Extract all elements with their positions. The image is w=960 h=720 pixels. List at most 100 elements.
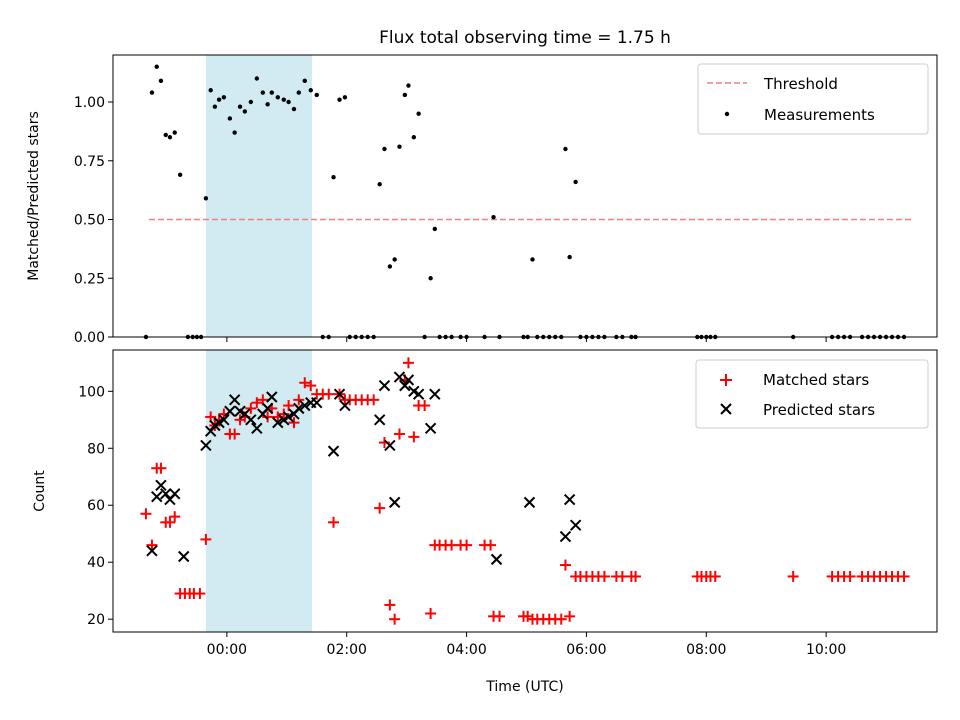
measurement-point [302, 78, 307, 84]
measurement-point [296, 90, 301, 95]
measurement-point [248, 99, 254, 105]
measurement-point [154, 64, 159, 69]
predicted-star-point [339, 399, 351, 412]
predicted-star-point [160, 488, 172, 500]
matched-star-point [278, 408, 290, 420]
measurement-point [387, 264, 393, 269]
bot-x-tick-label: 04:00 [446, 642, 486, 658]
matched-star-point [555, 613, 567, 625]
bottom-axes-frame [112, 349, 938, 633]
measurement-point [308, 88, 313, 93]
measurement-point [167, 135, 173, 140]
predicted-star-point [251, 422, 263, 435]
measurement-point [416, 111, 421, 116]
matched-star-point [299, 377, 311, 389]
measurement-point [254, 76, 260, 81]
bot-x-tick-label: 06:00 [566, 642, 606, 658]
predicted-star-point [569, 519, 582, 531]
matched-star-point [384, 599, 396, 611]
measurement-point [203, 196, 209, 201]
matched-star-point [368, 394, 380, 406]
measurement-point [237, 104, 243, 109]
figure-title: Flux total observing time = 1.75 h [379, 28, 671, 48]
measurement-point [242, 109, 248, 114]
bot-x-tick-label: 08:00 [686, 642, 726, 658]
measurement-point [177, 172, 183, 178]
predicted-legend-marker [720, 403, 732, 415]
top-y-ticks: 0.00 0.25 0.50 0.75 1.00 [74, 95, 113, 346]
bot-y-tick-label: 100 [78, 384, 105, 400]
top-y-tick-label: 1.00 [74, 95, 105, 111]
matched-star-point [402, 357, 414, 369]
bottom-y-axis-label: Count [32, 470, 48, 512]
predicted-star-point [402, 374, 415, 386]
measurement-point [216, 97, 222, 102]
matched-star-point [164, 516, 176, 528]
matched-star-point [146, 539, 158, 551]
measurement-point [260, 90, 266, 95]
matched-star-point [169, 511, 181, 523]
matched-star-point [200, 533, 212, 545]
predicted-star-point [204, 425, 217, 437]
predicted-star-point [299, 399, 311, 412]
matched-star-point [419, 400, 431, 412]
predicted-star-point [412, 388, 425, 400]
predicted-star-point [311, 396, 323, 409]
predicted-star-point [384, 439, 396, 452]
bottom-predicted-layer [146, 371, 582, 566]
matched-star-point [630, 570, 642, 582]
matched-star-point [393, 428, 405, 440]
bottom-legend-box [695, 359, 929, 429]
matched-star-point [425, 607, 437, 619]
predicted-star-point [559, 530, 572, 543]
measurement-point [331, 175, 336, 180]
predicted-star-point [218, 414, 230, 426]
matched-star-point [288, 417, 300, 429]
matched-star-point [408, 431, 420, 443]
measurement-point [221, 95, 227, 100]
bottom-y-ticks: 20 40 60 80 100 [78, 384, 113, 628]
predicted-star-point [327, 445, 340, 457]
predicted-star-point [224, 405, 236, 417]
matched-star-point [194, 588, 206, 600]
bottom-shade-layer [205, 350, 312, 632]
bot-y-tick-label: 40 [87, 555, 105, 571]
measurement-point [149, 90, 155, 95]
predicted-star-point [424, 422, 437, 435]
matched-star-point [229, 428, 241, 440]
matched-star-point [709, 570, 721, 582]
measurement-point [573, 179, 578, 185]
predicted-legend-label: Predicted stars [763, 401, 875, 419]
measurement-point [275, 95, 280, 100]
predicted-star-point [378, 379, 391, 392]
measurement-point [411, 135, 417, 140]
predicted-star-point [293, 402, 305, 415]
bottom-x-axis-label: Time (UTC) [485, 679, 563, 695]
top-y-tick-label: 0.25 [74, 271, 105, 287]
top-legend-box [697, 63, 929, 135]
top-x-ticks [226, 337, 827, 342]
measurement-point [286, 99, 291, 105]
matched-star-point [283, 400, 295, 412]
measurement-point [281, 97, 286, 102]
measurement-point [377, 182, 382, 187]
bot-x-tick-label: 02:00 [327, 642, 367, 658]
matched-star-point [140, 508, 152, 520]
matched-star-point [598, 570, 610, 582]
predicted-star-point [388, 496, 401, 509]
measurement-point [291, 106, 297, 112]
bottom-legend: Matched stars Predicted stars [695, 359, 929, 429]
predicted-star-point [490, 553, 503, 566]
predicted-star-point [373, 414, 386, 426]
predicted-star-point [178, 550, 190, 563]
predicted-star-point [563, 493, 576, 506]
predicted-star-point [282, 411, 295, 423]
matched-legend-marker [720, 374, 732, 386]
matched-star-point [293, 394, 305, 406]
predicted-star-point [429, 388, 441, 400]
top-points-layer [143, 64, 907, 340]
predicted-star-point [272, 416, 284, 429]
bot-x-tick-label: 00:00 [207, 642, 247, 658]
measurement-point [567, 254, 572, 260]
